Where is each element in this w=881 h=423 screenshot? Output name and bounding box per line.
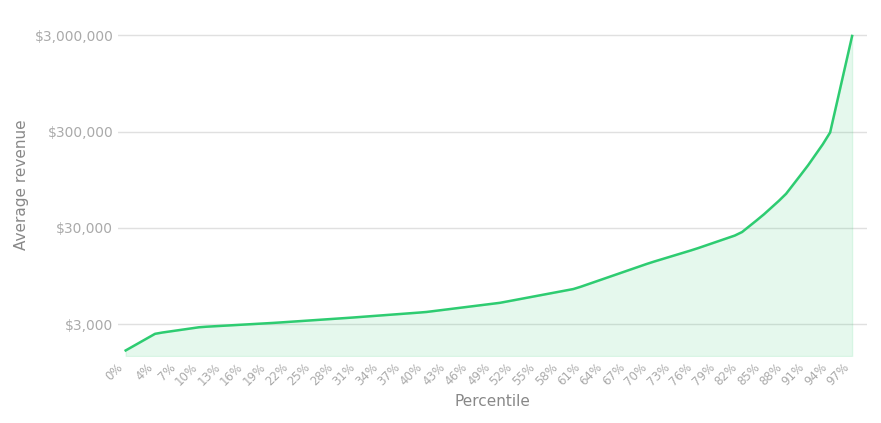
Y-axis label: Average revenue: Average revenue (14, 120, 29, 250)
X-axis label: Percentile: Percentile (455, 394, 530, 409)
